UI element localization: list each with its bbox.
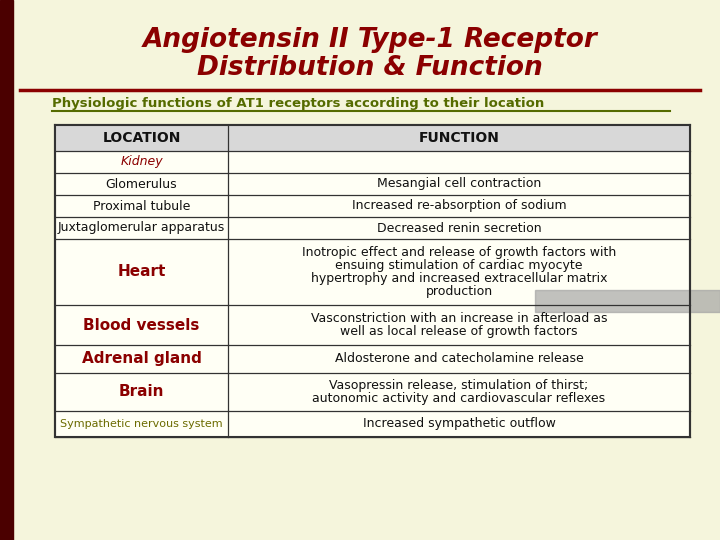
Text: production: production xyxy=(426,285,492,298)
Text: Kidney: Kidney xyxy=(120,156,163,168)
Bar xyxy=(0,0,13,540)
Text: Distribution & Function: Distribution & Function xyxy=(197,55,543,81)
Text: Sympathetic nervous system: Sympathetic nervous system xyxy=(60,419,222,429)
Text: autonomic activity and cardiovascular reflexes: autonomic activity and cardiovascular re… xyxy=(312,392,606,405)
Text: Glomerulus: Glomerulus xyxy=(106,178,177,191)
Text: Blood vessels: Blood vessels xyxy=(84,318,199,333)
Bar xyxy=(55,125,690,437)
Text: Angiotensin II Type-1 Receptor: Angiotensin II Type-1 Receptor xyxy=(143,27,598,53)
Bar xyxy=(55,125,690,151)
Text: FUNCTION: FUNCTION xyxy=(418,131,500,145)
Text: Adrenal gland: Adrenal gland xyxy=(81,352,202,367)
Text: Proximal tubule: Proximal tubule xyxy=(93,199,190,213)
Bar xyxy=(535,290,720,312)
Text: Mesangial cell contraction: Mesangial cell contraction xyxy=(377,178,541,191)
Text: Aldosterone and catecholamine release: Aldosterone and catecholamine release xyxy=(335,353,583,366)
Text: ensuing stimulation of cardiac myocyte: ensuing stimulation of cardiac myocyte xyxy=(336,259,582,272)
Text: Increased re-absorption of sodium: Increased re-absorption of sodium xyxy=(351,199,567,213)
Text: LOCATION: LOCATION xyxy=(102,131,181,145)
Text: Increased sympathetic outflow: Increased sympathetic outflow xyxy=(363,417,555,430)
Text: Physiologic functions of AT1 receptors according to their location: Physiologic functions of AT1 receptors a… xyxy=(52,97,544,110)
Text: Juxtaglomerular apparatus: Juxtaglomerular apparatus xyxy=(58,221,225,234)
Text: Vasconstriction with an increase in afterload as: Vasconstriction with an increase in afte… xyxy=(311,312,607,325)
Text: hypertrophy and increased extracellular matrix: hypertrophy and increased extracellular … xyxy=(311,272,607,285)
Text: Inotropic effect and release of growth factors with: Inotropic effect and release of growth f… xyxy=(302,246,616,259)
Text: Brain: Brain xyxy=(119,384,164,400)
Text: well as local release of growth factors: well as local release of growth factors xyxy=(341,325,577,338)
Text: Heart: Heart xyxy=(117,265,166,280)
Text: Decreased renin secretion: Decreased renin secretion xyxy=(377,221,541,234)
Text: Vasopressin release, stimulation of thirst;: Vasopressin release, stimulation of thir… xyxy=(329,379,589,392)
